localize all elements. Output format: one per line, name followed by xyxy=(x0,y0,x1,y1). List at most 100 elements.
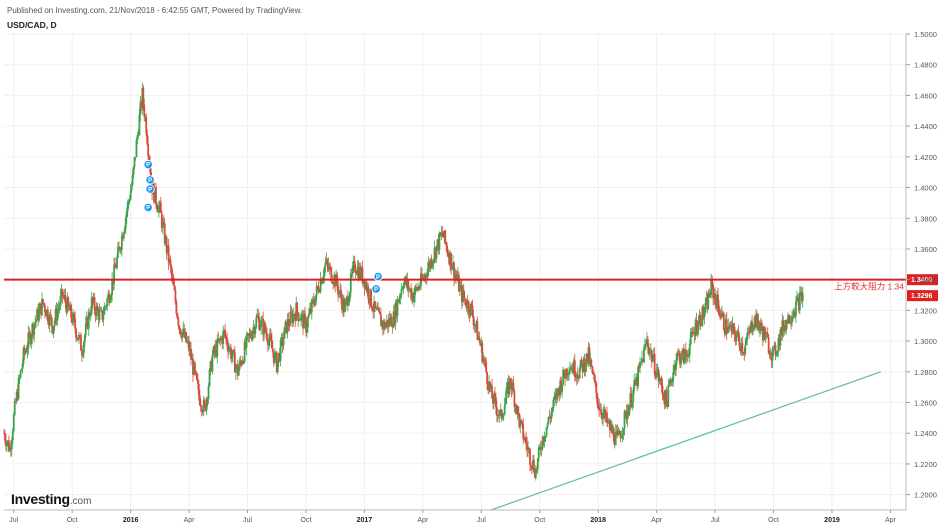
candle-body xyxy=(160,212,163,229)
x-tick-label: Apr xyxy=(651,517,663,524)
event-marker-label: P xyxy=(374,287,378,293)
candle-body xyxy=(146,133,149,144)
candle-body xyxy=(194,371,197,374)
candle-body xyxy=(391,326,394,328)
candle-body xyxy=(108,293,111,303)
candle-body xyxy=(452,262,454,269)
candle-body xyxy=(764,332,767,340)
candle-body xyxy=(47,321,50,326)
candle-body xyxy=(214,345,217,353)
candle-body xyxy=(268,339,270,346)
candle-body xyxy=(386,320,389,328)
candle-body xyxy=(799,292,802,294)
candle-body xyxy=(769,353,772,356)
candle-body xyxy=(257,315,260,318)
candle-body xyxy=(156,204,158,209)
candle-body xyxy=(88,312,91,317)
candle-body xyxy=(728,325,731,327)
candle-body xyxy=(354,270,357,274)
candle-body xyxy=(483,358,486,361)
candle-body xyxy=(763,327,766,340)
candle-body xyxy=(531,467,533,469)
candle-body xyxy=(319,279,322,292)
candle-body xyxy=(142,87,145,105)
candle-body xyxy=(15,391,18,402)
candle-body xyxy=(454,273,456,279)
candle-body xyxy=(325,259,328,263)
candle-body xyxy=(640,361,642,363)
candle-body xyxy=(644,344,646,349)
candle-body xyxy=(602,413,604,419)
candle-body xyxy=(45,309,48,317)
candle-body xyxy=(67,297,70,306)
candle-body xyxy=(627,411,630,416)
candle-body xyxy=(82,352,84,356)
candle-body xyxy=(50,317,53,327)
candle-body xyxy=(41,298,43,316)
candle-body xyxy=(207,385,210,400)
candle-body xyxy=(774,344,777,356)
candle-body xyxy=(161,221,164,229)
candle-body xyxy=(4,433,6,441)
candle-body xyxy=(165,237,168,253)
candle-body xyxy=(120,235,123,250)
candle-body xyxy=(716,294,718,309)
candle-body xyxy=(172,278,175,286)
candle-body xyxy=(797,297,800,311)
logo-domain: .com xyxy=(69,496,92,507)
candle-body xyxy=(97,309,100,321)
candle-body xyxy=(691,331,694,335)
candle-body xyxy=(633,380,636,390)
candle-body xyxy=(103,306,106,315)
candle-body xyxy=(285,321,288,334)
candle-body xyxy=(648,351,651,354)
candle-body xyxy=(665,390,668,403)
candle-body xyxy=(342,298,344,311)
candle-body xyxy=(724,319,727,335)
candle-body xyxy=(134,156,137,158)
candle-body xyxy=(339,289,341,293)
candle-body xyxy=(244,341,247,348)
candle-body xyxy=(669,380,672,385)
candle-body xyxy=(64,295,67,303)
candle-body xyxy=(237,368,240,376)
candle-body xyxy=(732,323,735,328)
candle-body xyxy=(573,360,576,377)
candle-body xyxy=(612,428,615,442)
candle-body xyxy=(511,382,514,390)
candle-body xyxy=(710,278,713,295)
candle-body xyxy=(274,352,277,354)
y-tick-label: 1.4200 xyxy=(914,153,937,162)
candle-body xyxy=(740,343,743,351)
candle-body xyxy=(773,344,776,348)
candle-body xyxy=(81,350,83,356)
candle-body xyxy=(604,409,606,418)
candle-body xyxy=(618,430,621,435)
candle-body xyxy=(256,315,259,318)
candle-body xyxy=(428,262,431,268)
candle-body xyxy=(69,304,72,311)
candle-body xyxy=(431,262,434,267)
candle-body xyxy=(754,315,756,325)
candle-body xyxy=(658,380,661,382)
candle-body xyxy=(242,360,245,363)
candle-body xyxy=(480,342,483,346)
candle-body xyxy=(491,385,493,399)
candle-body xyxy=(5,440,7,447)
candle-body xyxy=(458,285,461,292)
candle-body xyxy=(42,298,44,303)
candle-body xyxy=(132,166,135,175)
candle-body xyxy=(615,430,618,432)
candle-body xyxy=(385,320,388,325)
candle-body xyxy=(579,359,582,369)
candle-body xyxy=(532,460,534,469)
candle-body xyxy=(540,448,543,450)
candle-body xyxy=(598,406,601,411)
candle-body xyxy=(305,317,307,333)
candle-body xyxy=(415,286,417,288)
candle-body xyxy=(382,321,385,329)
candle-body xyxy=(313,303,316,305)
y-tick-label: 1.5000 xyxy=(914,30,937,39)
candle-body xyxy=(29,333,32,344)
